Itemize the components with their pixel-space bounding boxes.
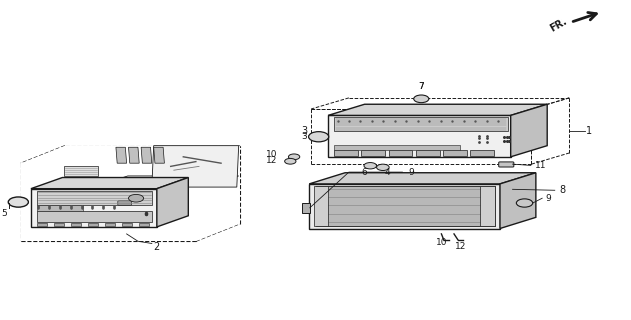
Text: 2: 2 (154, 242, 160, 252)
Circle shape (8, 197, 28, 207)
Polygon shape (37, 205, 83, 211)
Polygon shape (116, 147, 127, 163)
Bar (54, 223, 64, 226)
Bar (469, 150, 493, 156)
Bar (389, 150, 413, 156)
Circle shape (285, 158, 296, 164)
Polygon shape (21, 163, 196, 241)
Polygon shape (98, 176, 239, 186)
Polygon shape (129, 147, 139, 163)
Circle shape (129, 195, 144, 202)
Bar (302, 203, 310, 212)
Polygon shape (510, 104, 547, 157)
Text: 10: 10 (435, 238, 447, 247)
Bar (362, 150, 386, 156)
Polygon shape (309, 184, 500, 228)
Bar (88, 223, 98, 226)
Polygon shape (328, 104, 547, 116)
Text: 6: 6 (361, 168, 367, 177)
Text: 7: 7 (418, 82, 424, 91)
Bar (71, 223, 81, 226)
Polygon shape (64, 166, 98, 176)
Circle shape (414, 95, 429, 103)
Polygon shape (141, 147, 152, 163)
Bar (139, 223, 150, 226)
Polygon shape (152, 146, 239, 187)
Circle shape (288, 154, 300, 160)
Polygon shape (309, 173, 536, 184)
FancyBboxPatch shape (498, 162, 514, 167)
Text: 11: 11 (534, 161, 546, 170)
Polygon shape (37, 191, 152, 204)
Text: 8: 8 (560, 185, 566, 195)
Bar (443, 150, 466, 156)
Polygon shape (196, 146, 240, 241)
Polygon shape (328, 116, 510, 157)
Polygon shape (21, 146, 240, 163)
Bar (122, 223, 133, 226)
Bar (416, 150, 440, 156)
Bar (334, 150, 358, 156)
Circle shape (309, 132, 329, 142)
Polygon shape (500, 173, 536, 228)
Text: FR.: FR. (548, 16, 569, 33)
Text: 9: 9 (409, 168, 415, 177)
FancyBboxPatch shape (118, 201, 132, 205)
Polygon shape (316, 186, 495, 226)
Text: 5: 5 (2, 209, 8, 218)
Polygon shape (157, 178, 188, 227)
Text: 12: 12 (266, 156, 278, 165)
Polygon shape (334, 117, 507, 131)
Polygon shape (334, 145, 460, 150)
Polygon shape (154, 147, 165, 163)
Text: 10: 10 (266, 150, 278, 159)
Text: 1: 1 (586, 126, 593, 136)
Bar (37, 223, 47, 226)
Circle shape (516, 199, 533, 207)
Text: 3: 3 (302, 132, 307, 141)
Polygon shape (314, 186, 328, 226)
Text: 12: 12 (454, 242, 466, 251)
Polygon shape (31, 178, 188, 189)
Polygon shape (37, 211, 152, 222)
Text: 7: 7 (418, 83, 424, 92)
Bar (105, 223, 115, 226)
Text: 3: 3 (301, 126, 307, 136)
Text: 4: 4 (384, 168, 390, 177)
Polygon shape (31, 189, 157, 227)
Text: 9: 9 (545, 194, 551, 203)
Circle shape (364, 163, 377, 169)
Circle shape (377, 164, 389, 171)
Polygon shape (480, 186, 495, 226)
